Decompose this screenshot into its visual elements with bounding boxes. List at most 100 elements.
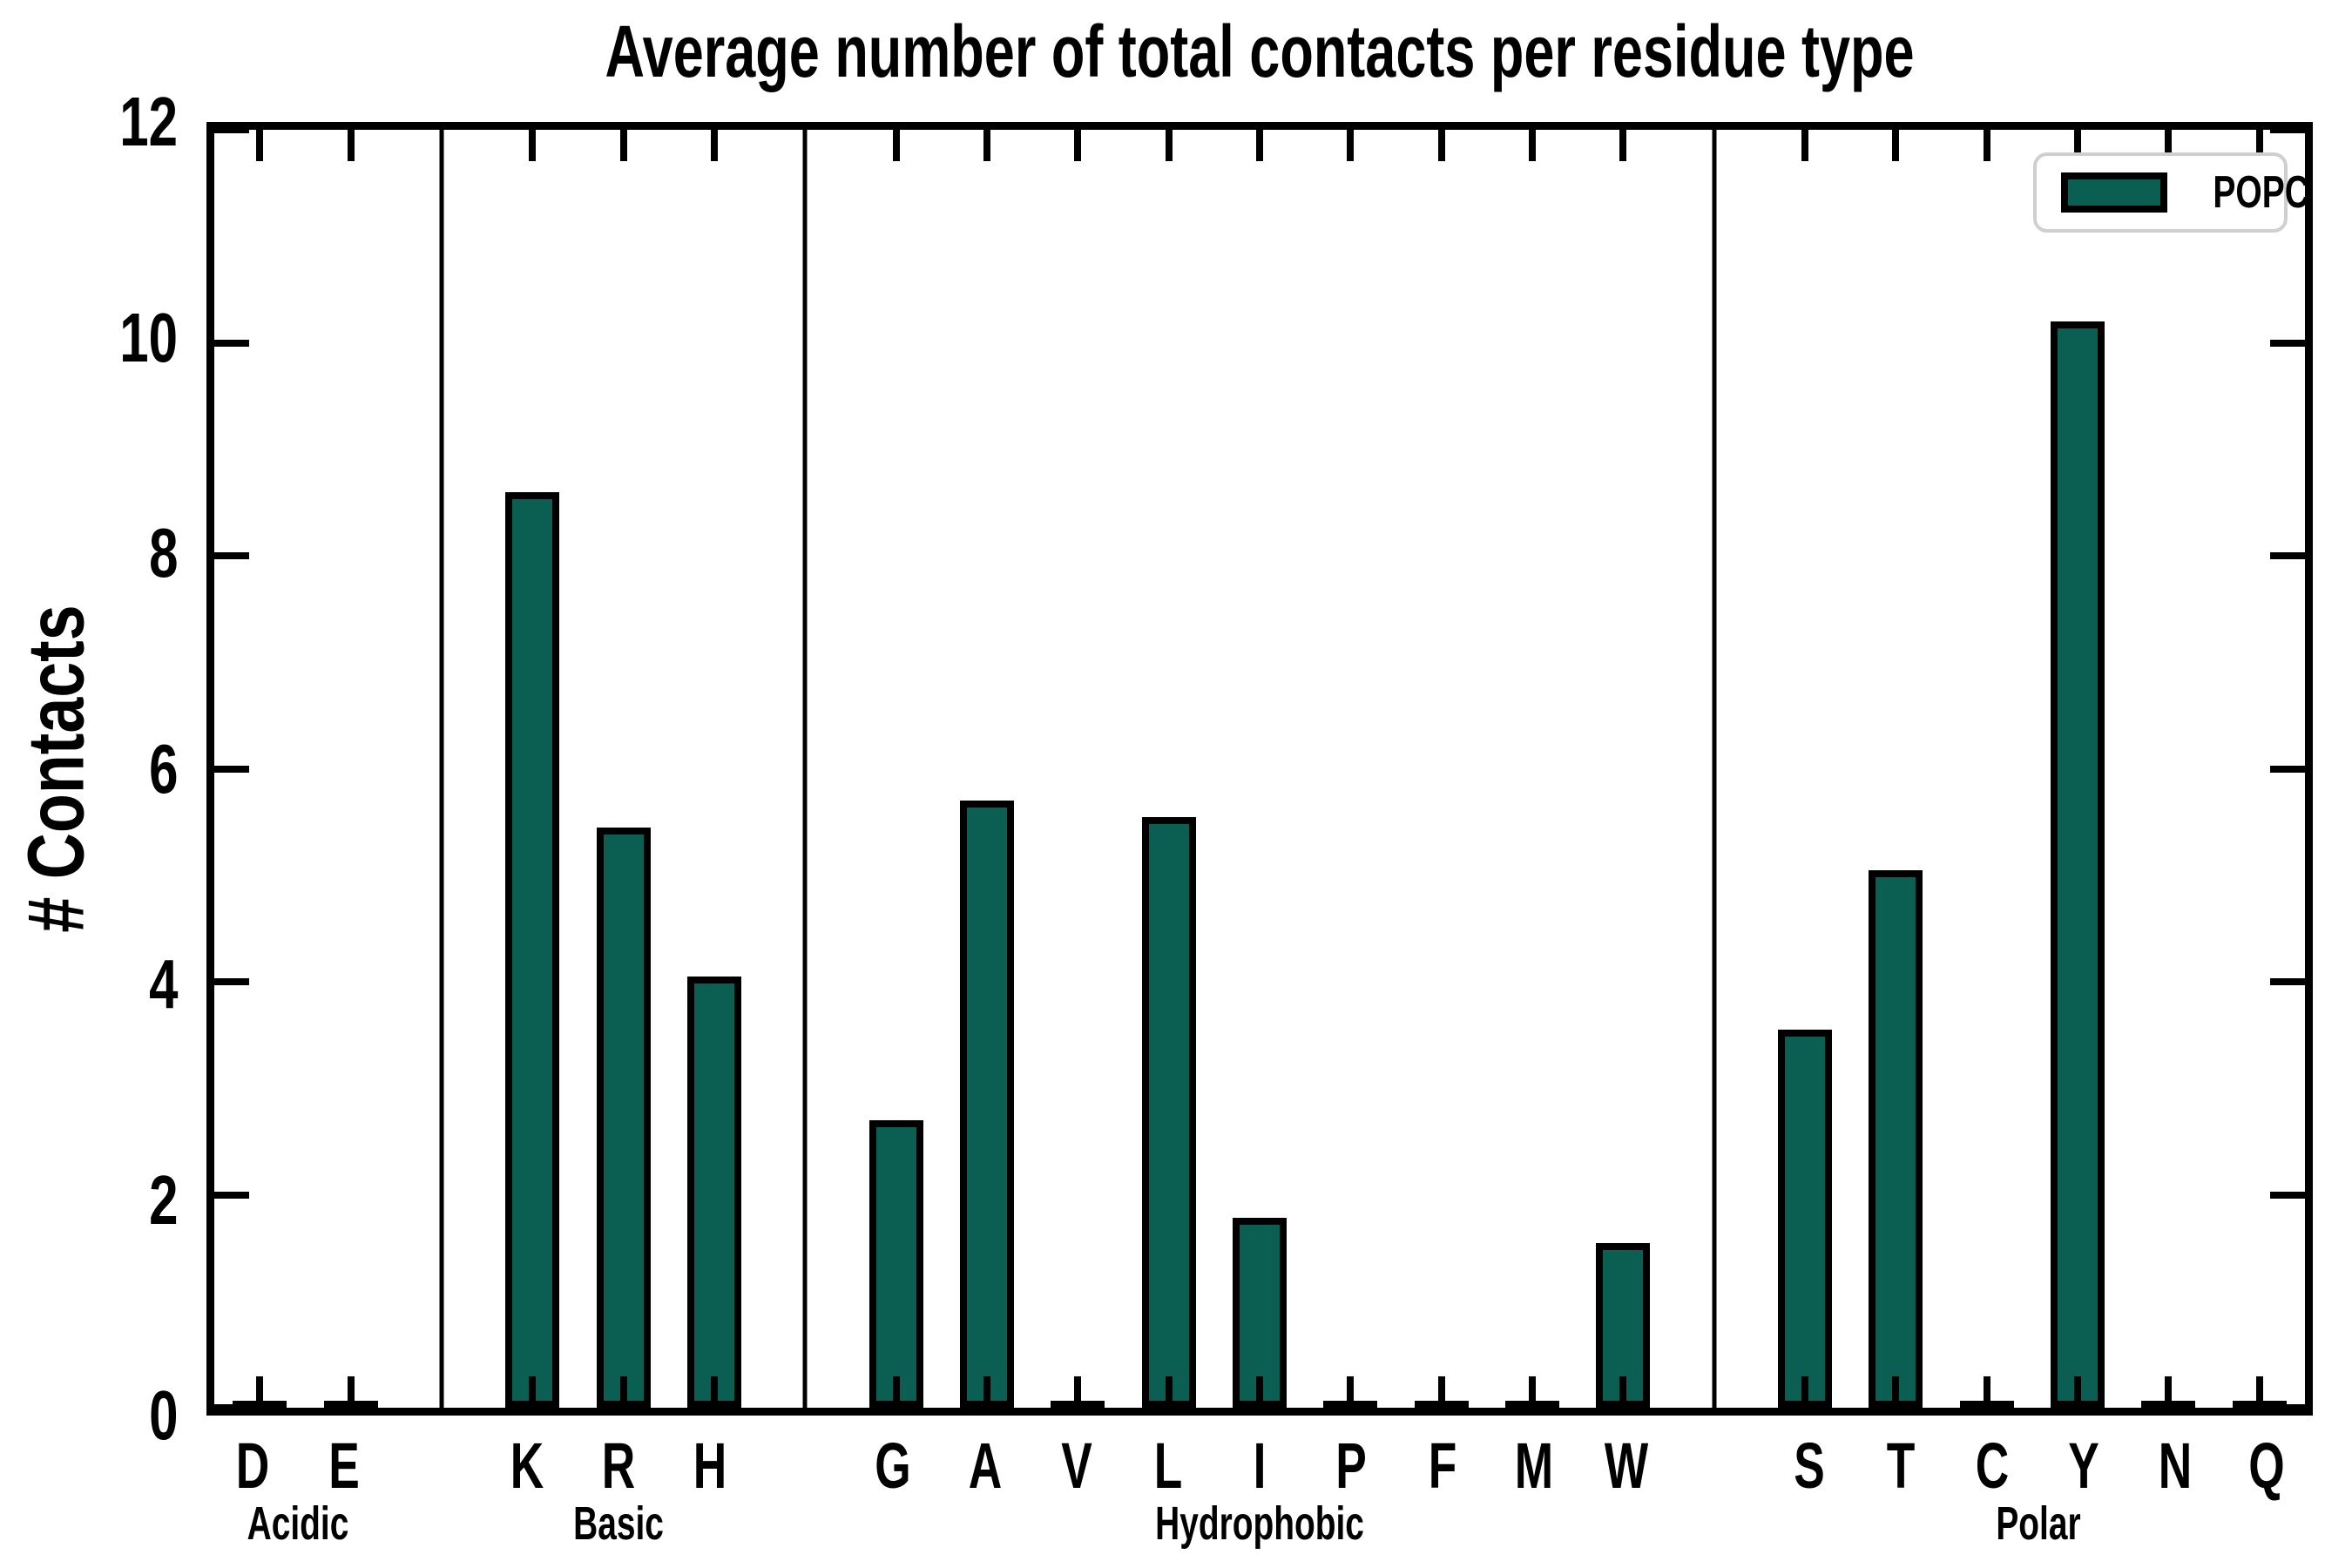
x-tick-label-T: T bbox=[1886, 1429, 1916, 1502]
y-tick-right-6 bbox=[2270, 765, 2305, 773]
group-label-basic: Basic bbox=[573, 1497, 664, 1550]
y-tick-labels: 0 2 4 6 8 10 12 bbox=[0, 83, 190, 1454]
x-tick-top-Y bbox=[2074, 130, 2082, 161]
group-label-acidic: Acidic bbox=[247, 1497, 349, 1550]
bar-slot-G bbox=[850, 130, 941, 1408]
x-tick-top-K bbox=[529, 130, 537, 161]
bar-slot-L bbox=[1123, 130, 1213, 1408]
bar-slot-N bbox=[2123, 130, 2213, 1408]
bar-K bbox=[505, 491, 560, 1408]
bar-H bbox=[686, 976, 741, 1408]
x-tick-label-F: F bbox=[1428, 1429, 1457, 1502]
group-gap bbox=[760, 130, 850, 1408]
bar-slot-V bbox=[1032, 130, 1123, 1408]
chart-title-wrap: Average number of total contacts per res… bbox=[206, 0, 2313, 103]
bar-slot-K bbox=[487, 130, 578, 1408]
bar-slot-D bbox=[214, 130, 305, 1408]
bar-slots bbox=[214, 130, 2305, 1408]
x-tick-bottom-K bbox=[529, 1376, 537, 1408]
x-tick-label-P: P bbox=[1335, 1429, 1367, 1502]
y-tick-label-8: 8 bbox=[148, 514, 178, 591]
x-tick-top-A bbox=[983, 130, 990, 161]
x-tick-label-E: E bbox=[328, 1429, 360, 1502]
x-tick-top-C bbox=[1983, 130, 1990, 161]
x-tick-label-W: W bbox=[1604, 1429, 1648, 1502]
legend: POPC bbox=[2033, 152, 2309, 233]
y-tick-right-10 bbox=[2270, 339, 2305, 347]
y-tick-right-2 bbox=[2270, 1191, 2305, 1199]
bar-slot-E bbox=[305, 130, 395, 1408]
x-tick-label-M: M bbox=[1515, 1429, 1554, 1502]
bar-G bbox=[868, 1119, 923, 1408]
x-tick-bottom-E bbox=[347, 1376, 355, 1408]
x-tick-label-V: V bbox=[1060, 1429, 1092, 1502]
y-tick-right-0 bbox=[2270, 1404, 2305, 1411]
x-tick-label-Q: Q bbox=[2248, 1429, 2286, 1502]
x-tick-bottom-Q bbox=[2255, 1376, 2263, 1408]
y-tick-left-12 bbox=[214, 126, 249, 133]
x-tick-top-H bbox=[710, 130, 718, 161]
x-tick-label-H: H bbox=[693, 1429, 727, 1502]
x-tick-bottom-L bbox=[1165, 1376, 1173, 1408]
x-tick-bottom-P bbox=[1347, 1376, 1355, 1408]
x-tick-top-N bbox=[2165, 130, 2173, 161]
bar-slot-T bbox=[1850, 130, 1941, 1408]
x-tick-top-Q bbox=[2255, 130, 2263, 161]
bar-slot-Y bbox=[2032, 130, 2123, 1408]
bar-slot-A bbox=[942, 130, 1032, 1408]
x-tick-bottom-R bbox=[619, 1376, 627, 1408]
group-gap bbox=[396, 130, 487, 1408]
group-labels: Acidic Basic Hydrophobic Polar bbox=[206, 1497, 2313, 1550]
plot-area: POPC bbox=[206, 122, 2313, 1416]
bar-slot-H bbox=[669, 130, 760, 1408]
y-tick-right-4 bbox=[2270, 978, 2305, 985]
y-tick-left-10 bbox=[214, 339, 249, 347]
bar-slot-I bbox=[1214, 130, 1305, 1408]
bar-slot-F bbox=[1396, 130, 1486, 1408]
bar-A bbox=[959, 801, 1014, 1408]
group-gap bbox=[1669, 130, 1760, 1408]
x-tick-top-R bbox=[619, 130, 627, 161]
x-tick-bottom-F bbox=[1437, 1376, 1445, 1408]
x-tick-label-G: G bbox=[875, 1429, 912, 1502]
bar-L bbox=[1141, 816, 1196, 1408]
y-tick-label-4: 4 bbox=[148, 945, 178, 1023]
legend-swatch-popc bbox=[2061, 172, 2167, 213]
x-tick-bottom-S bbox=[1801, 1376, 1809, 1408]
x-tick-bottom-T bbox=[1892, 1376, 1900, 1408]
x-tick-label-Y: Y bbox=[2068, 1429, 2099, 1502]
x-tick-label-R: R bbox=[601, 1429, 636, 1502]
group-separator bbox=[1712, 130, 1717, 1408]
x-tick-bottom-I bbox=[1255, 1376, 1263, 1408]
y-tick-left-8 bbox=[214, 552, 249, 559]
x-tick-top-W bbox=[1619, 130, 1627, 161]
group-separator bbox=[439, 130, 444, 1408]
bar-R bbox=[596, 827, 651, 1408]
bar-slot-R bbox=[578, 130, 668, 1408]
x-tick-bottom-C bbox=[1983, 1376, 1990, 1408]
x-tick-label-C: C bbox=[1975, 1429, 2010, 1502]
group-separator bbox=[802, 130, 808, 1408]
x-tick-bottom-A bbox=[983, 1376, 990, 1408]
bar-S bbox=[1778, 1030, 1833, 1408]
group-label-hydrophobic: Hydrophobic bbox=[1155, 1497, 1364, 1550]
y-tick-left-4 bbox=[214, 978, 249, 985]
x-tick-top-T bbox=[1892, 130, 1900, 161]
x-tick-top-P bbox=[1347, 130, 1355, 161]
plot-inner: POPC bbox=[214, 126, 2309, 1411]
y-tick-right-8 bbox=[2270, 552, 2305, 559]
group-label-polar: Polar bbox=[1995, 1497, 2081, 1550]
x-tick-label-L: L bbox=[1153, 1429, 1183, 1502]
y-tick-label-6: 6 bbox=[148, 729, 178, 808]
x-tick-bottom-Y bbox=[2074, 1376, 2082, 1408]
x-tick-bottom-W bbox=[1619, 1376, 1627, 1408]
x-tick-label-K: K bbox=[510, 1429, 544, 1502]
y-tick-right-12 bbox=[2270, 126, 2305, 133]
x-tick-bottom-H bbox=[710, 1376, 718, 1408]
x-tick-top-E bbox=[347, 130, 355, 161]
x-tick-bottom-V bbox=[1074, 1376, 1082, 1408]
x-tick-top-V bbox=[1074, 130, 1082, 161]
x-tick-top-D bbox=[256, 130, 264, 161]
x-tick-bottom-G bbox=[892, 1376, 900, 1408]
